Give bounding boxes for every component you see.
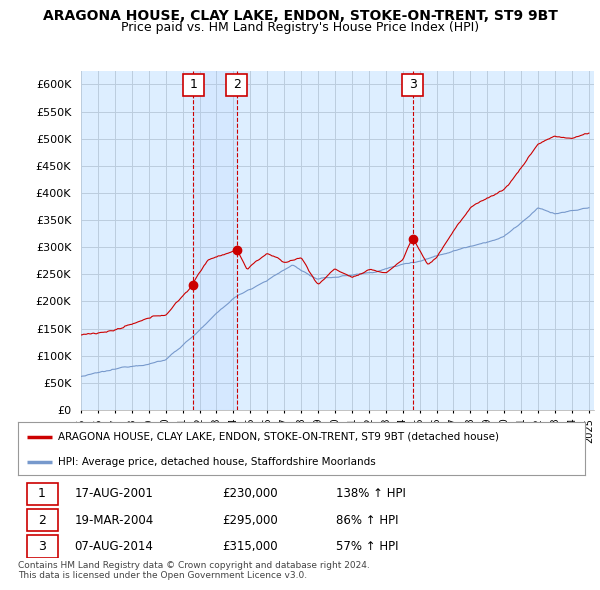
Bar (193, 71, 237, 410)
Text: 1: 1 (189, 78, 197, 91)
Text: 3: 3 (38, 540, 46, 553)
Text: This data is licensed under the Open Government Licence v3.0.: This data is licensed under the Open Gov… (18, 571, 307, 580)
Text: 17-AUG-2001: 17-AUG-2001 (75, 487, 154, 500)
Text: ARAGONA HOUSE, CLAY LAKE, ENDON, STOKE-ON-TRENT, ST9 9BT (detached house): ARAGONA HOUSE, CLAY LAKE, ENDON, STOKE-O… (58, 432, 499, 442)
Text: 1: 1 (38, 487, 46, 500)
Text: HPI: Average price, detached house, Staffordshire Moorlands: HPI: Average price, detached house, Staf… (58, 457, 376, 467)
FancyBboxPatch shape (26, 509, 58, 531)
Text: Contains HM Land Registry data © Crown copyright and database right 2024.: Contains HM Land Registry data © Crown c… (18, 560, 370, 569)
Text: 57% ↑ HPI: 57% ↑ HPI (335, 540, 398, 553)
Text: 3: 3 (409, 78, 416, 91)
Text: £230,000: £230,000 (222, 487, 278, 500)
Text: £295,000: £295,000 (222, 514, 278, 527)
Text: 2: 2 (233, 78, 241, 91)
Text: 138% ↑ HPI: 138% ↑ HPI (335, 487, 406, 500)
FancyBboxPatch shape (26, 483, 58, 505)
Text: Price paid vs. HM Land Registry's House Price Index (HPI): Price paid vs. HM Land Registry's House … (121, 21, 479, 34)
Text: ARAGONA HOUSE, CLAY LAKE, ENDON, STOKE-ON-TRENT, ST9 9BT: ARAGONA HOUSE, CLAY LAKE, ENDON, STOKE-O… (43, 9, 557, 23)
Text: 19-MAR-2004: 19-MAR-2004 (75, 514, 154, 527)
Text: 86% ↑ HPI: 86% ↑ HPI (335, 514, 398, 527)
Text: 07-AUG-2014: 07-AUG-2014 (75, 540, 154, 553)
Text: 2: 2 (38, 514, 46, 527)
Text: £315,000: £315,000 (222, 540, 278, 553)
FancyBboxPatch shape (26, 535, 58, 558)
